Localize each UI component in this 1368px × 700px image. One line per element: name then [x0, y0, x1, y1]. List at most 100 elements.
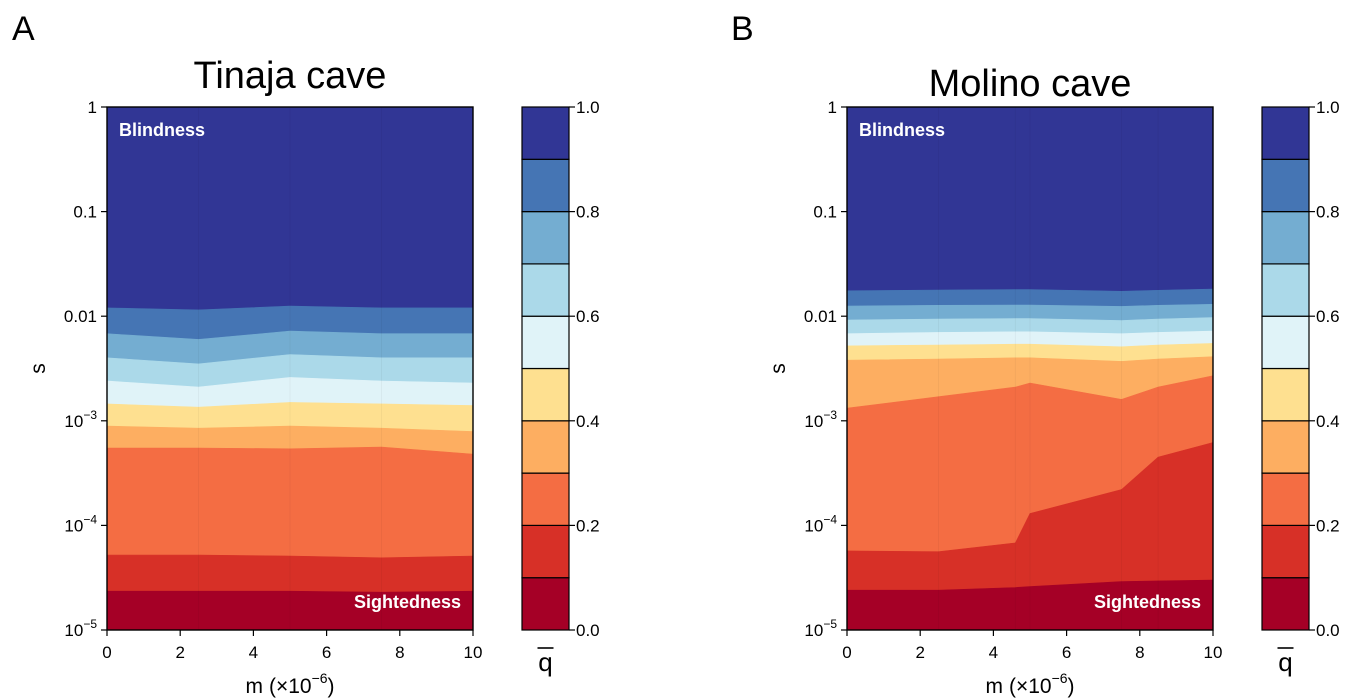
colorbar-swatch: [1261, 524, 1310, 579]
y-tick-label: 10−5: [64, 617, 97, 640]
y-tick-base: 1: [828, 98, 837, 117]
x-axis-label-unit: (×10: [1009, 675, 1052, 698]
x-axis-label-var: m: [985, 675, 1003, 698]
chart-title: Molino cave: [929, 63, 1132, 105]
blindness-label: Blindness: [119, 120, 205, 140]
y-tick-label: 10−5: [804, 617, 837, 640]
panel-letter: A: [12, 10, 35, 48]
x-tick-label: 2: [915, 643, 924, 662]
sightedness-label: Sightedness: [354, 592, 461, 612]
y-tick-label: 0.01: [804, 307, 837, 326]
x-tick-label: 6: [322, 643, 331, 662]
colorbar-swatch: [521, 315, 570, 370]
x-tick-label: 0: [842, 643, 851, 662]
y-axis-label: s: [767, 363, 790, 374]
colorbar-swatch: [521, 263, 570, 317]
x-axis-label: m (×10−6): [245, 670, 334, 698]
colorbar-label: q: [538, 647, 552, 677]
colorbar-swatch: [521, 577, 570, 631]
y-tick-exp: −3: [83, 408, 97, 422]
colorbar-tick-label: 0.0: [576, 621, 600, 640]
y-tick-base: 0.01: [804, 307, 837, 326]
colorbar-swatch: [1261, 263, 1310, 317]
colorbar-tick-label: 0.4: [1316, 412, 1340, 431]
colorbar-swatch: [521, 211, 570, 265]
colorbar-swatch: [1261, 158, 1310, 213]
x-axis-label-close: ): [1068, 675, 1075, 698]
y-tick-label: 10−3: [64, 408, 97, 431]
colorbar-swatch: [1261, 315, 1310, 370]
y-tick-exp: −3: [823, 408, 837, 422]
plot-frame: [846, 106, 1214, 631]
y-tick-base: 0.1: [813, 203, 837, 222]
y-tick-label: 10−3: [804, 408, 837, 431]
y-tick-exp: −4: [823, 512, 837, 526]
colorbar-label: q: [1278, 647, 1292, 677]
colorbar-swatch: [1261, 577, 1310, 631]
chart-title: Tinaja cave: [194, 55, 387, 97]
colorbar-tick-label: 0.8: [1316, 203, 1340, 222]
colorbar-swatch: [1261, 472, 1310, 527]
colorbar-tick-label: 1.0: [1316, 98, 1340, 117]
x-tick-label: 6: [1062, 643, 1071, 662]
sightedness-label: Sightedness: [1094, 592, 1201, 612]
colorbar-swatch: [521, 158, 570, 213]
y-tick-base: 0.1: [73, 203, 97, 222]
y-tick-label: 0.1: [813, 203, 837, 222]
y-tick-base: 1: [88, 98, 97, 117]
x-tick-label: 10: [1204, 643, 1223, 662]
colorbar-swatch: [521, 106, 570, 160]
colorbar-swatch: [1261, 420, 1310, 474]
colorbar-tick-label: 1.0: [576, 98, 600, 117]
x-axis-label-unit: (×10: [269, 675, 312, 698]
plot-frame: [106, 106, 474, 631]
colorbar-tick-label: 0.6: [576, 307, 600, 326]
y-axis-label: s: [27, 363, 50, 374]
x-axis-label-var: m: [245, 675, 263, 698]
y-tick-label: 10−4: [804, 512, 837, 535]
y-tick-exp: −5: [83, 617, 97, 631]
y-tick-base: 10: [804, 516, 823, 535]
y-tick-label: 1: [828, 98, 837, 117]
x-tick-label: 0: [102, 643, 111, 662]
y-tick-exp: −4: [83, 512, 97, 526]
y-tick-label: 1: [88, 98, 97, 117]
y-tick-base: 10: [64, 621, 83, 640]
colorbar-swatch: [521, 367, 570, 422]
colorbar-swatch: [521, 420, 570, 474]
x-tick-label: 2: [175, 643, 184, 662]
x-tick-label: 8: [1135, 643, 1144, 662]
colorbar-tick-label: 0.8: [576, 203, 600, 222]
y-tick-base: 10: [64, 516, 83, 535]
colorbar-swatch: [521, 472, 570, 527]
colorbar-swatch: [1261, 367, 1310, 422]
y-tick-exp: −5: [823, 617, 837, 631]
colorbar-tick-label: 0.2: [1316, 516, 1340, 535]
blindness-label: Blindness: [859, 120, 945, 140]
y-tick-base: 0.01: [64, 307, 97, 326]
x-axis-label-close: ): [328, 675, 335, 698]
colorbar-tick-label: 0.4: [576, 412, 600, 431]
x-tick-label: 10: [464, 643, 483, 662]
x-tick-label: 4: [249, 643, 258, 662]
x-tick-label: 8: [395, 643, 404, 662]
x-axis-label: m (×10−6): [985, 670, 1074, 698]
y-tick-base: 10: [804, 412, 823, 431]
colorbar-tick-label: 0.2: [576, 516, 600, 535]
y-tick-label: 10−4: [64, 512, 97, 535]
x-axis-label-exp: −6: [312, 670, 328, 686]
panel-letter: B: [731, 10, 754, 48]
y-tick-base: 10: [804, 621, 823, 640]
x-axis-label-exp: −6: [1052, 670, 1068, 686]
colorbar-tick-label: 0.0: [1316, 621, 1340, 640]
colorbar-swatch: [521, 524, 570, 579]
y-tick-label: 0.1: [73, 203, 97, 222]
colorbar-tick-label: 0.6: [1316, 307, 1340, 326]
y-tick-label: 0.01: [64, 307, 97, 326]
y-tick-base: 10: [64, 412, 83, 431]
x-tick-label: 4: [989, 643, 998, 662]
colorbar-swatch: [1261, 106, 1310, 160]
